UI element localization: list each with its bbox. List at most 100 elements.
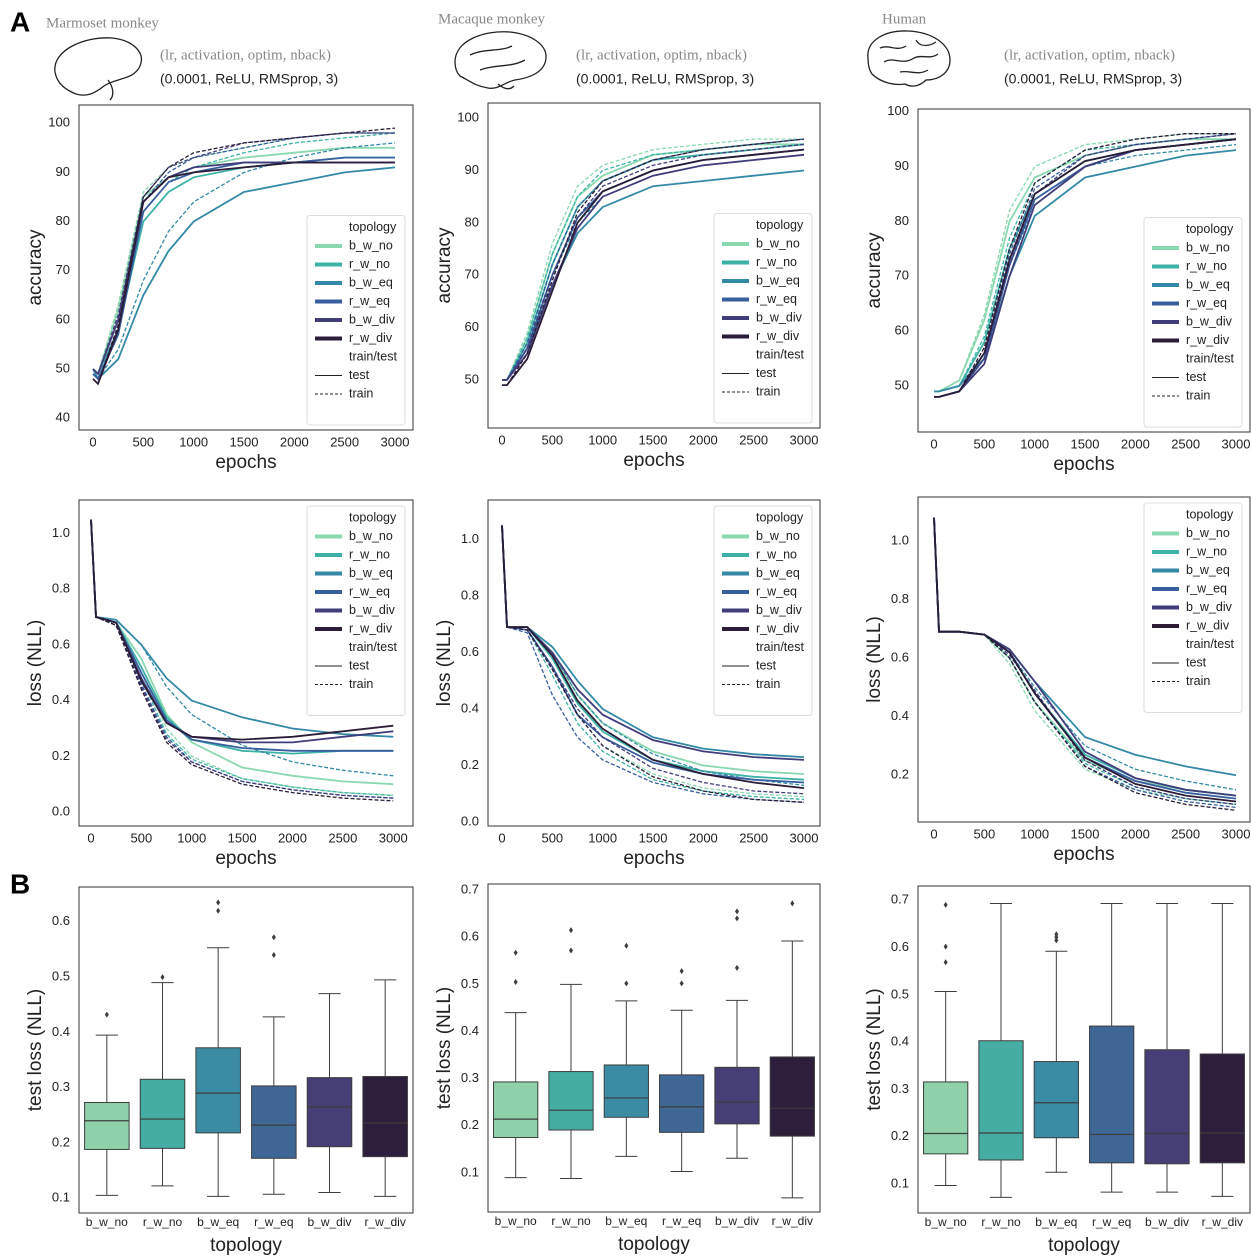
x-tick-label: b_w_no	[925, 1215, 967, 1229]
legend-title: train/test	[349, 349, 397, 363]
legend-title: topology	[756, 218, 804, 232]
y-axis-label: loss (NLL)	[434, 620, 455, 707]
y-tick-label: 0.6	[52, 913, 70, 928]
legend-label: train	[349, 386, 373, 400]
y-axis-label: loss (NLL)	[25, 620, 46, 707]
flier	[943, 943, 948, 950]
x-tick-label: b_w_div	[307, 1215, 351, 1229]
legend-label: r_w_eq	[349, 584, 390, 598]
box	[714, 1066, 760, 1125]
legend-label: r_w_div	[756, 329, 800, 343]
y-tick-label: 80	[56, 213, 70, 228]
x-tick-label: 3000	[379, 830, 408, 845]
flier	[569, 947, 573, 954]
flier	[624, 980, 629, 987]
legend-title: train/test	[756, 640, 804, 654]
legend-label: test	[756, 658, 777, 672]
flier	[216, 907, 221, 914]
test-line	[934, 138, 1237, 398]
test-line	[933, 517, 1237, 803]
box	[1089, 1025, 1135, 1164]
test-line	[934, 149, 1237, 393]
y-tick-label: 0.1	[891, 1176, 909, 1191]
panel-label: A	[10, 6, 30, 37]
legend-label: b_w_eq	[756, 273, 800, 287]
y-axis-label: accuracy	[434, 227, 455, 304]
params: (0.0001, ReLU, RMSprop, 3)	[160, 71, 338, 87]
train-line	[501, 525, 805, 801]
legend-label: test	[349, 658, 370, 672]
x-tick-label: b_w_div	[715, 1214, 759, 1228]
legend-label: r_w_eq	[1186, 296, 1227, 310]
legend-label: b_w_no	[1186, 240, 1230, 254]
x-tick-label: 500	[973, 436, 995, 451]
y-tick-label: 0.5	[891, 986, 909, 1001]
y-tick-label: 90	[56, 164, 70, 179]
x-tick-label: b_w_eq	[197, 1215, 239, 1229]
chart-panel: 50 60 70 80 90 100 accuracy epochs 0 500 1000 1500 2…	[434, 102, 821, 471]
y-tick-label: 60	[465, 319, 479, 334]
flier	[1054, 937, 1059, 944]
x-axis-label: epochs	[215, 848, 276, 869]
x-tick-label: 1500	[1071, 826, 1100, 841]
x-axis-label: epochs	[1053, 454, 1114, 475]
y-tick-label: 0.4	[891, 1034, 909, 1049]
legend-label: b_w_no	[756, 236, 800, 250]
legend-label: test	[349, 368, 370, 382]
legend: topology b_w_no r_w_no b_w_eq r_w_eq b_w_divr…	[1143, 502, 1243, 713]
y-tick-label: 0.8	[461, 587, 479, 602]
legend: topology b_w_no r_w_no b_w_eq r_w_eq b_w_divr…	[713, 505, 813, 716]
box	[139, 1078, 186, 1149]
legend-title: train/test	[1186, 351, 1234, 365]
y-tick-label: 40	[56, 410, 70, 425]
flier	[104, 1011, 109, 1018]
box	[1144, 1049, 1190, 1165]
x-tick-label: 500	[541, 830, 563, 845]
x-tick-label: 2000	[689, 830, 718, 845]
legend-label: train	[349, 677, 373, 691]
params-header: (lr, activation, optim, nback)	[160, 47, 331, 63]
y-tick-label: 100	[457, 110, 479, 125]
legend-frame	[1143, 502, 1243, 713]
box	[362, 1076, 408, 1158]
y-tick-label: 60	[56, 311, 70, 326]
legend-label: r_w_eq	[756, 292, 797, 306]
y-tick-label: 60	[895, 323, 909, 338]
train-line	[90, 519, 394, 802]
x-tick-label: b_w_div	[1145, 1215, 1189, 1229]
legend-label: test	[756, 366, 777, 380]
x-tick-label: 2500	[1171, 436, 1200, 451]
x-axis-label: epochs	[623, 848, 684, 869]
box	[84, 1101, 130, 1150]
y-axis-label: accuracy	[864, 232, 885, 309]
params: (0.0001, ReLU, RMSprop, 3)	[576, 71, 754, 87]
chart-panel: 50 60 70 80 90 100 accuracy epochs 0 500 1000 1500 2…	[864, 103, 1251, 475]
x-tick-label: 2500	[330, 434, 359, 449]
x-tick-label: 1000	[1020, 436, 1049, 451]
x-tick-label: b_w_eq	[605, 1214, 647, 1228]
flier	[513, 949, 518, 956]
legend-label: r_w_no	[349, 257, 390, 271]
legend-label: test	[1186, 655, 1207, 669]
box	[769, 1056, 815, 1137]
box	[978, 1040, 1024, 1161]
y-tick-label: 0.6	[52, 636, 70, 651]
legend-title: train/test	[349, 640, 397, 654]
y-tick-label: 50	[895, 377, 909, 392]
x-tick-label: 1000	[588, 830, 617, 845]
test-line	[502, 153, 805, 381]
y-tick-label: 100	[48, 115, 70, 130]
y-tick-label: 1.0	[52, 525, 70, 540]
legend: topology b_w_no r_w_no b_w_eq r_w_eq b_w_divr…	[306, 505, 406, 716]
legend-label: r_w_div	[1186, 333, 1230, 347]
y-tick-label: 70	[895, 268, 909, 283]
x-tick-label: 1000	[1020, 826, 1049, 841]
y-tick-label: 0.6	[461, 929, 479, 944]
legend-label: r_w_no	[756, 255, 797, 269]
y-tick-label: 0.3	[891, 1081, 909, 1096]
y-tick-label: 0.1	[461, 1164, 479, 1179]
train-line	[501, 525, 805, 795]
flier	[679, 980, 684, 987]
legend-label: b_w_no	[349, 529, 393, 543]
legend-label: r_w_div	[349, 331, 393, 345]
